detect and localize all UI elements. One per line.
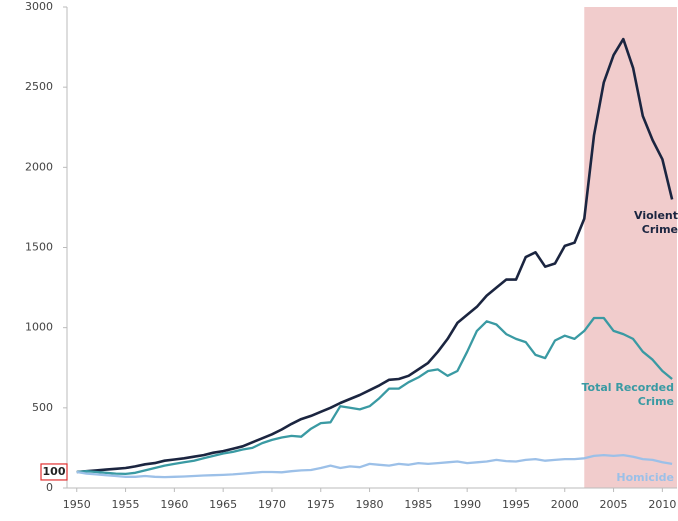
x-tick-label: 1955: [112, 498, 140, 511]
x-tick-label: 2005: [600, 498, 628, 511]
x-tick-label: 1990: [453, 498, 481, 511]
x-tick-label: 1950: [63, 498, 91, 511]
x-tick-label: 2000: [551, 498, 579, 511]
reference-box: [40, 463, 68, 481]
series-line: [76, 37, 674, 474]
x-tick-label: 2010: [648, 498, 676, 511]
x-tick-label: 1995: [502, 498, 530, 511]
y-tick-label: 0: [46, 481, 53, 494]
y-tick-label: 500: [32, 401, 53, 414]
y-tick-label: 1500: [25, 241, 53, 254]
y-tick-label: 2500: [25, 80, 53, 93]
y-tick-label: 1000: [25, 321, 53, 334]
series-label: Violent Crime: [634, 209, 678, 236]
x-tick-label: 1970: [258, 498, 286, 511]
y-tick-label: 2000: [25, 160, 53, 173]
y-tick-label: 3000: [25, 0, 53, 13]
shaded-region: [584, 7, 677, 488]
series-label: Homicide: [616, 471, 674, 484]
series-line: [76, 316, 673, 476]
x-tick-label: 1960: [160, 498, 188, 511]
reference-label: 100: [43, 465, 66, 478]
x-tick-label: 1980: [356, 498, 384, 511]
x-tick-label: 1985: [404, 498, 432, 511]
x-tick-label: 1965: [209, 498, 237, 511]
x-tick-label: 1975: [307, 498, 335, 511]
series-line: [76, 453, 673, 479]
series-label: Total Recorded Crime: [581, 381, 674, 408]
